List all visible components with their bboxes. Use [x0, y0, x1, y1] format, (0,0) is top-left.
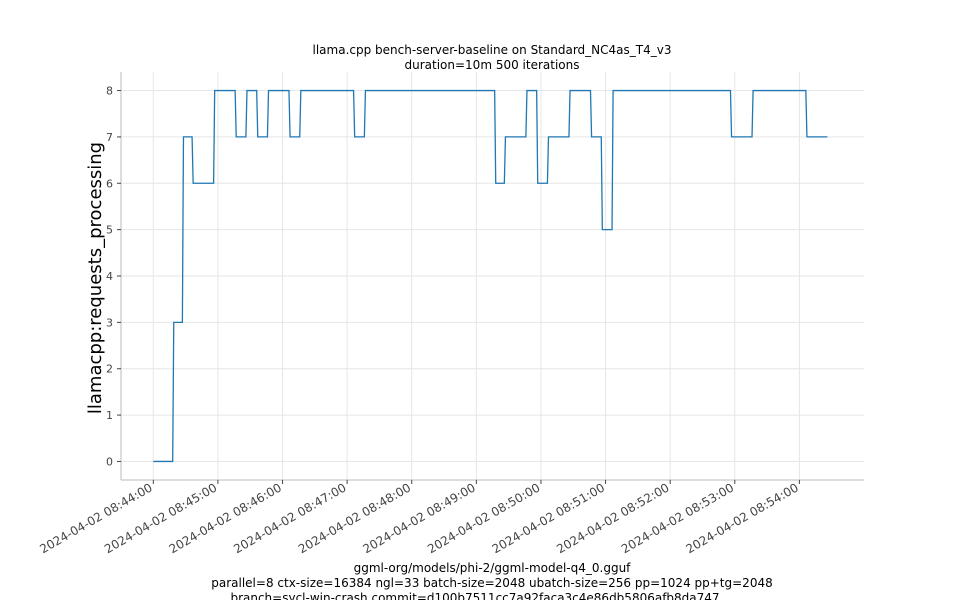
y-tick-label: 6 — [106, 177, 113, 190]
y-tick-label: 4 — [106, 270, 113, 283]
y-ticks: 0 1 2 3 4 5 6 7 8 — [106, 85, 121, 468]
chart-subtitle: duration=10m 500 iterations — [405, 58, 580, 72]
x-tick-label: 2024-04-02 08:47:00 — [231, 480, 348, 556]
footer-line-branch: branch=sycl-win-crash commit=d100b7511cc… — [230, 591, 719, 600]
y-tick-label: 5 — [106, 224, 113, 237]
y-tick-label: 1 — [106, 409, 113, 422]
x-tick-label: 2024-04-02 08:51:00 — [490, 480, 607, 556]
x-tick-label: 2024-04-02 08:52:00 — [554, 480, 671, 556]
y-tick-label: 7 — [106, 131, 113, 144]
y-tick-label: 8 — [106, 85, 113, 98]
chart-title: llama.cpp bench-server-baseline on Stand… — [313, 43, 672, 57]
x-tick-label: 2024-04-02 08:45:00 — [102, 480, 219, 556]
x-tick-label: 2024-04-02 08:46:00 — [167, 480, 284, 556]
x-tick-label: 2024-04-02 08:44:00 — [37, 480, 154, 556]
x-tick-label: 2024-04-02 08:53:00 — [619, 480, 736, 556]
y-gridlines — [121, 90, 864, 462]
x-tick-label: 2024-04-02 08:48:00 — [296, 480, 413, 556]
x-tick-label: 2024-04-02 08:50:00 — [425, 480, 542, 556]
series-line — [153, 89, 828, 463]
footer-line-model: ggml-org/models/phi-2/ggml-model-q4_0.gg… — [354, 561, 632, 575]
y-tick-label: 3 — [106, 316, 113, 329]
y-tick-label: 2 — [106, 363, 113, 376]
x-gridlines — [152, 72, 800, 480]
y-tick-label: 0 — [106, 455, 113, 468]
y-axis-label: llamacpp:requests_processing — [85, 142, 106, 414]
footer-line-params: parallel=8 ctx-size=16384 ngl=33 batch-s… — [211, 576, 772, 590]
x-tick-label: 2024-04-02 08:49:00 — [360, 480, 477, 556]
x-tick-label: 2024-04-02 08:54:00 — [684, 480, 801, 556]
